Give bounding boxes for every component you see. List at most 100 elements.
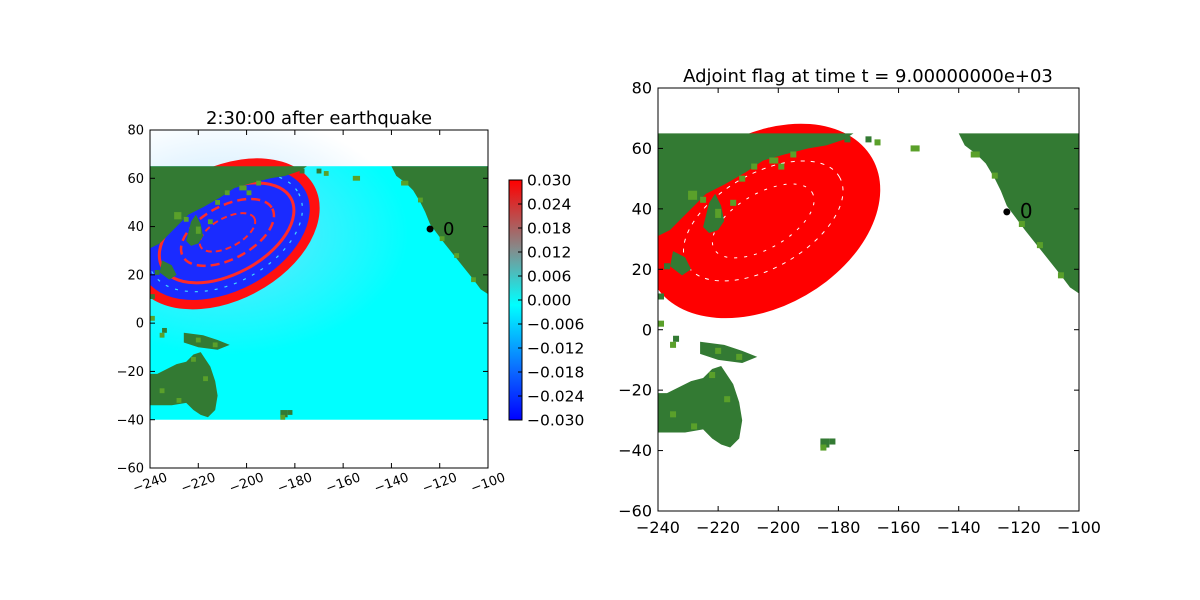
gauge-label: 0 xyxy=(1020,199,1033,223)
island-5 xyxy=(299,168,305,174)
land-highlight-8 xyxy=(874,139,881,146)
land-highlight-14 xyxy=(471,277,476,283)
island-4 xyxy=(162,327,167,333)
y-tick-label: 80 xyxy=(127,124,144,139)
land-highlight-0 xyxy=(688,190,698,200)
island-2 xyxy=(658,293,665,300)
land-highlight-3 xyxy=(730,199,737,206)
land-mass-1 xyxy=(391,166,488,295)
y-tick-label: 40 xyxy=(127,220,144,235)
land-mass-0 xyxy=(658,133,854,237)
land-highlight-13 xyxy=(1036,242,1043,249)
land-highlight-21 xyxy=(280,414,286,420)
land-highlight-23 xyxy=(150,315,155,321)
land-mass-0 xyxy=(150,166,307,249)
panel2-y-axis: −60 −40 −20 0 20 40 60 80 xyxy=(618,79,1079,521)
land-highlight-10 xyxy=(401,180,409,186)
island-6 xyxy=(865,136,872,143)
colorbar-tick-label: 0.000 xyxy=(527,292,571,310)
y-tick-label: −60 xyxy=(117,462,144,477)
colorbar-tick-label: 0.006 xyxy=(527,268,571,286)
land-highlight-21 xyxy=(820,444,827,451)
land-highlight-7 xyxy=(790,151,797,158)
gauge-label: 0 xyxy=(443,219,454,240)
y-tick-label: −40 xyxy=(618,441,652,460)
island-6 xyxy=(316,168,322,174)
land-highlight-5 xyxy=(751,163,758,170)
land-highlight-6 xyxy=(239,185,247,191)
land-highlight-20 xyxy=(736,353,743,360)
land-mass-3 xyxy=(183,332,230,350)
land-highlight-15 xyxy=(709,372,716,379)
island-1 xyxy=(287,410,293,415)
colorbar-tick-label: 0.024 xyxy=(527,196,571,214)
adjoint-flag-plot-area: 0 xyxy=(658,123,1079,451)
land-highlight-20 xyxy=(212,342,218,348)
land-highlight-0 xyxy=(174,212,182,220)
land-highlight-4 xyxy=(739,175,746,182)
island-0 xyxy=(820,438,830,448)
panel2-x-axis: −240 −220 −200 −180 −160 −140 −120 −100 xyxy=(636,88,1101,537)
land-highlight-11 xyxy=(417,197,423,203)
y-tick-label: −40 xyxy=(117,413,144,428)
x-tick-label: −140 xyxy=(937,518,981,537)
colorbar-tick-label: 0.012 xyxy=(527,244,571,262)
y-tick-label: −60 xyxy=(618,502,652,521)
island-0 xyxy=(280,410,288,418)
land-highlight-5 xyxy=(224,190,230,196)
land-highlight-24 xyxy=(159,332,165,338)
x-tick-label: −240 xyxy=(636,518,680,537)
panel2-axes-frame xyxy=(657,87,1080,512)
land-highlight-19 xyxy=(715,347,722,354)
island-1 xyxy=(829,438,836,445)
wave-ring-2 xyxy=(179,197,276,268)
colorbar-tick-label: −0.006 xyxy=(527,316,584,334)
flag-gap-ring-1 xyxy=(682,160,844,282)
colorbar: 0.030 0.024 0.018 0.012 0.006 0.000 −0.006 −0.0… xyxy=(508,172,584,430)
land-highlight-24 xyxy=(670,341,677,348)
land-highlight-17 xyxy=(691,423,698,430)
land-highlight-16 xyxy=(203,376,208,382)
y-tick-label: −20 xyxy=(618,381,652,400)
colorbar-tick-label: 0.018 xyxy=(527,220,571,238)
colorbar-tick-label: −0.030 xyxy=(527,412,584,430)
land-highlight-17 xyxy=(176,397,182,403)
x-tick-label: −220 xyxy=(696,518,740,537)
wave-height-plot-area: 0 xyxy=(150,130,488,420)
land-highlight-10 xyxy=(970,151,980,158)
land-highlight-9 xyxy=(910,145,920,152)
land-mass-3 xyxy=(700,341,758,363)
y-tick-label: 20 xyxy=(632,260,652,279)
land-highlight-18 xyxy=(670,411,677,418)
x-tick-label: −180 xyxy=(276,470,315,496)
land-highlight-7 xyxy=(256,180,262,186)
y-tick-label: 40 xyxy=(632,199,652,218)
land-mass-5 xyxy=(670,251,692,276)
land-mass-4 xyxy=(186,214,204,246)
flag-gap-ring-2 xyxy=(711,183,815,259)
panel1-y-axis: −60 −40 −20 0 20 40 60 80 xyxy=(117,124,488,477)
wave-ring-cyan xyxy=(150,172,303,293)
y-tick-label: 0 xyxy=(642,320,652,339)
x-tick-label: −200 xyxy=(227,470,266,496)
land-highlight-22 xyxy=(778,163,785,170)
land-highlight-11 xyxy=(991,172,998,179)
land-mass-5 xyxy=(159,260,177,280)
wave-height-panel: 2:30:00 after earthquake 0 −240 −220 −200−… xyxy=(117,108,508,497)
panel1-title: 2:30:00 after earthquake xyxy=(206,108,432,129)
x-tick-label: −160 xyxy=(877,518,921,537)
x-tick-label: −120 xyxy=(421,470,460,496)
island-2 xyxy=(150,294,155,299)
x-tick-label: −140 xyxy=(372,470,411,496)
gauge-marker xyxy=(426,225,434,233)
colorbar-tick-label: −0.012 xyxy=(527,340,584,358)
land-highlight-12 xyxy=(1018,220,1025,227)
gauge-marker xyxy=(1003,208,1011,216)
x-tick-label: −180 xyxy=(816,518,860,537)
land-highlight-15 xyxy=(191,356,196,362)
land-highlight-14 xyxy=(1057,272,1064,279)
land-mass-2 xyxy=(658,365,743,448)
land-mass-1 xyxy=(958,133,1079,294)
x-tick-label: −220 xyxy=(179,470,218,496)
x-tick-label: −100 xyxy=(1057,518,1101,537)
